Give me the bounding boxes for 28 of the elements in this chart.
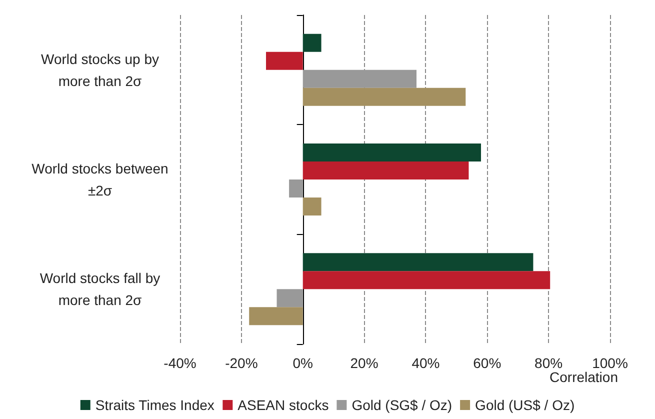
bar	[302, 70, 416, 88]
bar	[302, 253, 534, 272]
legend-label: Gold (SG$ / Oz)	[352, 397, 452, 413]
x-tick-label: 0%	[292, 355, 313, 371]
bar	[302, 162, 469, 180]
x-tick-label: -20%	[225, 355, 258, 371]
x-axis-title: Correlation	[550, 369, 618, 385]
x-tick-label: 20%	[350, 355, 378, 371]
bar	[276, 289, 303, 308]
bar	[302, 144, 481, 162]
y-tick-label: World stocks between ±2σ	[32, 160, 168, 198]
y-tick-label: World stocks fall by more than 2σ	[40, 270, 160, 308]
bar	[266, 52, 303, 70]
x-tick-label: 80%	[534, 355, 563, 371]
bar	[302, 271, 550, 290]
bar	[302, 34, 322, 52]
bar	[302, 198, 322, 216]
bar	[289, 180, 303, 198]
bar	[302, 88, 466, 106]
legend-label: ASEAN stocks	[238, 397, 329, 413]
legend-label: Gold (US$ / Oz)	[475, 397, 575, 413]
y-tick-label: World stocks up by more than 2σ	[40, 50, 160, 89]
x-tick-label: 40%	[412, 355, 440, 371]
x-tick-label: 60%	[473, 355, 502, 371]
legend-label: Straits Times Index	[95, 397, 214, 413]
x-tick-label: -40%	[164, 355, 196, 371]
x-tick-label: 100%	[592, 355, 628, 371]
bar	[249, 307, 303, 326]
